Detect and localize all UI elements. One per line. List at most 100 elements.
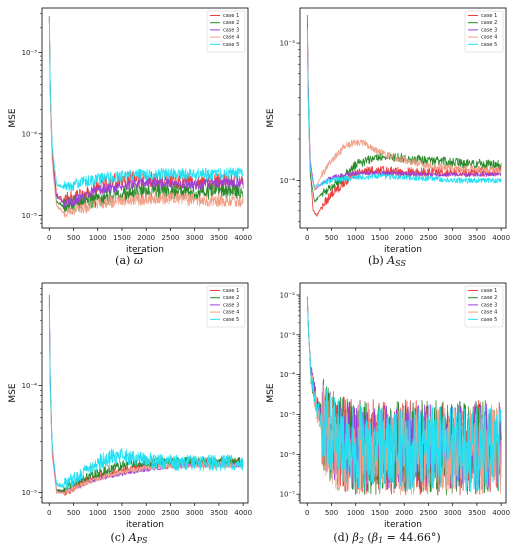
- x-axis-label: iteration: [126, 520, 164, 530]
- x-tick-label: 1500: [113, 234, 131, 242]
- y-tick-label: 10⁻⁷: [280, 491, 296, 499]
- series-line-case-5: [48, 301, 244, 490]
- legend-entry: case 4: [481, 310, 497, 316]
- x-axis-label: iteration: [384, 245, 422, 255]
- chart-panel-c: 0 500 1000 1500 2000 2500 3000 3500 4000 10⁻⁴ 10⁻⁵…: [0, 275, 258, 550]
- x-tick-label: 500: [67, 234, 80, 242]
- caption-c-sub: PS: [136, 536, 148, 545]
- x-tick-label: 2000: [395, 234, 413, 242]
- x-tick-label: 2000: [137, 234, 155, 242]
- caption-c-symbol: A: [128, 531, 137, 544]
- x-tick-label: 2500: [162, 509, 180, 517]
- x-tick-label: 3000: [444, 509, 462, 517]
- caption-a: (a) ω: [115, 254, 143, 267]
- x-tick-label: 0: [305, 509, 309, 517]
- caption-a-symbol: ω: [133, 254, 143, 267]
- x-tick-label: 3000: [186, 509, 204, 517]
- legend-entry: case 5: [481, 317, 497, 323]
- series-line-case-5: [48, 17, 244, 192]
- y-tick-label: 10⁻⁴: [22, 130, 38, 138]
- series-line-case-3: [306, 14, 502, 191]
- legend-entry: case 3: [481, 27, 497, 33]
- plot-frame: [299, 282, 507, 504]
- legend-entry: case 1: [481, 13, 497, 19]
- legend-entry: case 4: [223, 35, 239, 41]
- x-tick-label: 2000: [137, 509, 155, 517]
- y-tick-label: 10⁻⁵: [22, 489, 38, 497]
- x-tick-label: 0: [305, 234, 309, 242]
- x-tick-label: 0: [47, 509, 51, 517]
- series-line-case-4: [48, 19, 244, 218]
- series-lines: [48, 15, 244, 218]
- x-tick-label: 3000: [186, 234, 204, 242]
- x-tick-label: 1500: [371, 509, 389, 517]
- series-lines: [306, 296, 502, 496]
- legend-entry: case 1: [223, 13, 239, 19]
- caption-c: (c) APS: [110, 531, 148, 545]
- x-tick-label: 1000: [347, 234, 365, 242]
- y-tick-label: 10⁻⁶: [280, 451, 296, 459]
- y-tick-label: 10⁻⁵: [22, 212, 38, 220]
- series-line-case-5: [306, 296, 502, 493]
- legend-entry: case 2: [481, 20, 497, 26]
- x-tick-label: 4000: [492, 234, 510, 242]
- y-axis-label: MSE: [266, 383, 276, 402]
- series-line-case-4: [306, 27, 502, 191]
- x-axis-label: iteration: [384, 520, 422, 530]
- caption-b: (b) ASS: [368, 254, 406, 268]
- x-tick-label: 4000: [234, 234, 252, 242]
- x-tick-label: 2500: [420, 509, 438, 517]
- legend-entry: case 4: [481, 35, 497, 41]
- chart-b-svg: 0 500 1000 1500 2000 2500 3000 3500 4000 10⁻³ 10⁻⁴…: [266, 7, 510, 255]
- x-tick-label: 2500: [420, 234, 438, 242]
- x-tick-label: 1000: [89, 509, 107, 517]
- y-tick-label: 10⁻⁴: [22, 382, 38, 390]
- x-tick-label: 0: [47, 234, 51, 242]
- legend-entry: case 2: [223, 20, 239, 26]
- x-tick-label: 3500: [468, 234, 486, 242]
- chart-panel-d: 0 500 1000 1500 2000 2500 3000 3500 4000 10⁻² 10⁻³…: [258, 275, 516, 550]
- x-tick-label: 1500: [371, 234, 389, 242]
- legend-entry: case 5: [223, 42, 239, 48]
- legend-entry: case 1: [481, 288, 497, 294]
- chart-a-svg: 0 500 1000 1500 2000 2500 3000 3500 4000 10⁻³ 10⁻⁴…: [8, 7, 252, 255]
- series-line-case-5: [306, 37, 502, 188]
- legend-entry: case 5: [223, 317, 239, 323]
- x-tick-label: 4000: [492, 509, 510, 517]
- caption-b-sub: SS: [395, 259, 406, 268]
- x-tick-label: 2500: [162, 234, 180, 242]
- x-tick-label: 3500: [210, 509, 228, 517]
- x-tick-label: 500: [325, 234, 338, 242]
- y-tick-label: 10⁻²: [280, 291, 296, 299]
- y-tick-label: 10⁻⁴: [280, 371, 296, 379]
- legend-entry: case 3: [481, 302, 497, 308]
- x-tick-label: 3000: [444, 234, 462, 242]
- series-line-case-3: [48, 18, 244, 208]
- caption-d-symbol: β: [352, 531, 359, 544]
- plot-frame: [41, 282, 249, 504]
- x-tick-label: 500: [67, 509, 80, 517]
- x-tick-label: 2000: [395, 509, 413, 517]
- y-tick-label: 10⁻³: [280, 40, 296, 48]
- y-tick-label: 10⁻³: [280, 331, 296, 339]
- caption-b-symbol: A: [387, 254, 396, 267]
- y-axis-label: MSE: [8, 108, 18, 127]
- x-tick-label: 3500: [468, 509, 486, 517]
- series-lines: [306, 14, 502, 217]
- y-tick-label: 10⁻³: [22, 49, 38, 57]
- legend-entry: case 2: [481, 295, 497, 301]
- plot-frame: [41, 7, 249, 229]
- y-axis-label: MSE: [8, 383, 18, 402]
- chart-d-svg: 0 500 1000 1500 2000 2500 3000 3500 4000 10⁻² 10⁻³…: [266, 282, 510, 530]
- y-tick-label: 10⁻⁵: [280, 411, 296, 419]
- legend-entry: case 2: [223, 295, 239, 301]
- caption-d-sub: 2: [358, 536, 364, 545]
- y-axis-label: MSE: [266, 108, 276, 127]
- y-tick-label: 10⁻⁴: [280, 177, 296, 185]
- x-axis-label: iteration: [126, 245, 164, 255]
- chart-panel-b: 0 500 1000 1500 2000 2500 3000 3500 4000 10⁻³ 10⁻⁴…: [258, 0, 516, 275]
